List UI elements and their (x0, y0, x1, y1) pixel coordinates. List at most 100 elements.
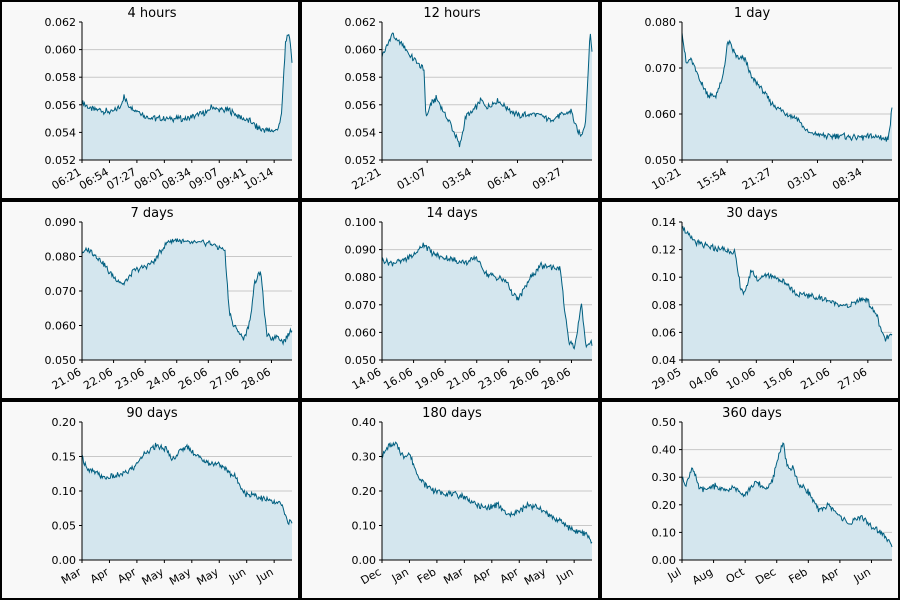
series-line (81, 238, 293, 346)
chart-title: 360 days (722, 406, 782, 421)
y-tick-label: 0.30 (652, 471, 677, 484)
chart-panel-2: 12 hours 0.052 0.054 0.056 0.058 0.060 0.062 22… (300, 0, 600, 200)
x-tick-label: 21.06 (50, 365, 84, 392)
y-tick-label: 0.10 (652, 271, 677, 284)
y-tick-label: 0.04 (652, 354, 677, 367)
y-tick-label: 0.058 (45, 71, 77, 84)
x-tick-label: 23.06 (476, 365, 510, 392)
y-tick-label: 0.060 (345, 326, 377, 339)
y-tick-label: 0.10 (652, 526, 677, 539)
x-tick-label: 22.06 (81, 365, 115, 392)
y-tick-label: 0.060 (45, 44, 77, 57)
x-tick-label: 07:27 (104, 165, 138, 192)
series-line (381, 32, 593, 148)
y-tick-label: 0.080 (45, 251, 77, 264)
y-tick-label: 0.00 (52, 554, 77, 567)
x-tick-label: 09:41 (214, 165, 248, 192)
chart-panel-8: 180 days 0.00 0.10 0.20 0.30 0.40 Dec Jan Feb Mar… (300, 400, 600, 600)
y-tick-label: 0.10 (52, 485, 77, 498)
series-line (81, 33, 293, 133)
y-tick-label: 0.06 (652, 326, 677, 339)
x-tick-label: May (140, 565, 167, 588)
y-tick-label: 0.070 (45, 285, 77, 298)
x-tick-label: 21.06 (798, 365, 832, 392)
y-tick-label: 0.052 (345, 154, 377, 167)
y-tick-label: 0.100 (345, 216, 377, 229)
x-tick-label: 14.06 (350, 365, 384, 392)
x-tick-label: 26.06 (508, 365, 542, 392)
y-tick-label: 0.080 (345, 271, 377, 284)
y-tick-label: 0.00 (352, 554, 377, 567)
y-tick-label: 0.40 (352, 416, 377, 429)
y-tick-label: 0.20 (352, 485, 377, 498)
x-tick-label: 21.06 (444, 365, 478, 392)
y-tick-label: 0.070 (345, 299, 377, 312)
x-tick-label: Aug (690, 565, 715, 587)
y-tick-label: 0.070 (645, 62, 677, 75)
x-tick-label: 19.06 (413, 365, 447, 392)
y-tick-label: 0.090 (45, 216, 77, 229)
x-tick-label: Feb (415, 565, 438, 586)
chart-svg: 360 days 0.00 0.10 0.20 0.30 0.40 0.50 Jul Aug Oc… (652, 406, 893, 587)
x-tick-label: Jun (253, 565, 275, 585)
chart-panel-9: 360 days 0.00 0.10 0.20 0.30 0.40 0.50 Jul Aug Oc… (600, 400, 900, 600)
x-tick-label: 06:21 (50, 165, 84, 192)
series-area (682, 32, 892, 160)
x-tick-label: 01:07 (395, 165, 429, 192)
x-tick-label: 08:34 (830, 165, 864, 192)
x-tick-label: Apr (470, 565, 493, 586)
y-tick-label: 0.40 (652, 444, 677, 457)
series-line (681, 226, 893, 342)
chart-panel-6: 30 days 0.04 0.06 0.08 0.10 0.12 0.14 29.05 04.0… (600, 200, 900, 400)
y-tick-label: 0.00 (652, 554, 677, 567)
series-line (381, 242, 593, 350)
x-tick-label: May (167, 565, 194, 588)
y-tick-label: 0.050 (45, 354, 77, 367)
x-tick-label: 15.06 (761, 365, 795, 392)
y-tick-label: 0.062 (345, 16, 377, 29)
x-tick-label: 04.06 (687, 365, 721, 392)
series-line (681, 32, 893, 142)
x-tick-label: Apr (115, 565, 138, 586)
series-area (682, 443, 892, 560)
y-tick-label: 0.50 (652, 416, 677, 429)
series-area (382, 33, 592, 160)
chart-svg: 30 days 0.04 0.06 0.08 0.10 0.12 0.14 29.05 04.0… (650, 206, 893, 392)
x-tick-label: Jun (553, 565, 575, 585)
x-tick-label: 10.06 (724, 365, 758, 392)
chart-panel-4: 7 days 0.050 0.060 0.070 0.080 0.090 21.06 22.0… (0, 200, 300, 400)
x-tick-label: Jul (665, 565, 684, 583)
chart-panel-5: 14 days 0.050 0.060 0.070 0.080 0.090 0.100 14.… (300, 200, 600, 400)
y-tick-label: 0.30 (352, 451, 377, 464)
chart-svg: 1 day 0.050 0.060 0.070 0.080 10:21 15:54 21:27… (645, 6, 893, 192)
chart-svg: 4 hours 0.052 0.054 0.056 0.058 0.060 0.062 06:… (45, 6, 293, 192)
chart-title: 12 hours (423, 6, 480, 21)
x-tick-label: Jan (389, 565, 411, 585)
chart-panel-1: 4 hours 0.052 0.054 0.056 0.058 0.060 0.062 06:… (0, 0, 300, 200)
y-tick-label: 0.056 (345, 99, 377, 112)
series-line (681, 442, 893, 548)
x-tick-label: 03:54 (440, 165, 474, 192)
y-tick-label: 0.060 (45, 320, 77, 333)
series-area (82, 34, 292, 161)
x-tick-label: 29.05 (650, 365, 684, 392)
x-tick-label: 08:01 (132, 165, 166, 192)
series-area (382, 442, 592, 560)
x-tick-label: 10:14 (242, 165, 276, 192)
chart-title: 4 hours (128, 6, 177, 21)
x-tick-label: May (522, 565, 549, 588)
x-tick-label: 06:54 (77, 165, 111, 192)
y-tick-label: 0.20 (52, 416, 77, 429)
x-tick-label: Oct (724, 565, 748, 586)
y-tick-label: 0.080 (645, 16, 677, 29)
y-tick-label: 0.10 (352, 520, 377, 533)
x-tick-label: Jun (226, 565, 248, 585)
x-tick-label: 27.06 (836, 365, 870, 392)
x-tick-label: May (195, 565, 222, 588)
x-tick-label: Mar (59, 565, 84, 587)
x-tick-label: 27.06 (208, 365, 242, 392)
x-tick-label: 22:21 (350, 165, 384, 192)
x-tick-label: Mar (441, 565, 466, 587)
